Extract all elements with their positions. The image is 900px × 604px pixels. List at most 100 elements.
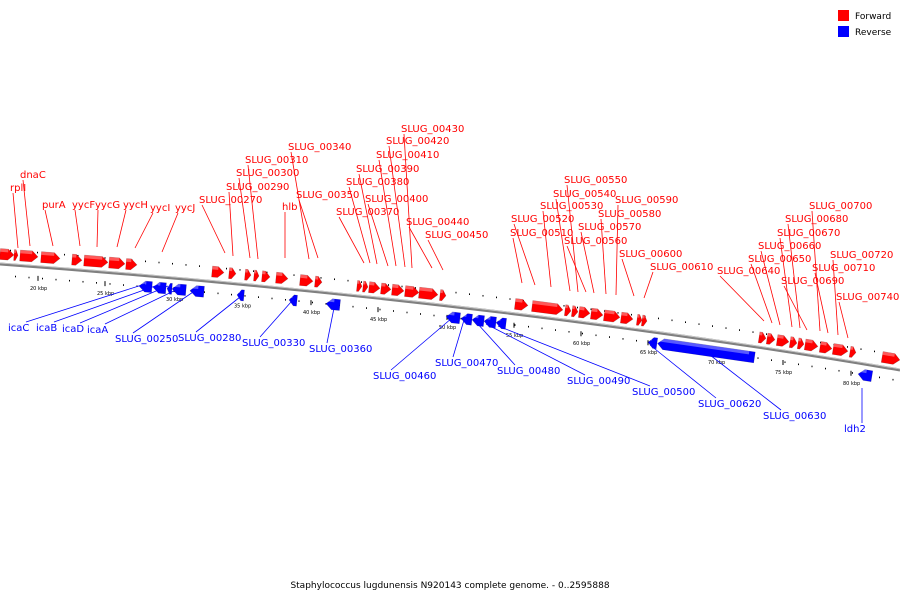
reverse-gene-arrow[interactable] [138,280,153,293]
reverse-gene-label[interactable]: SLUG_00500 [632,387,695,398]
forward-gene-arrow[interactable] [803,338,819,352]
forward-gene-label[interactable]: SLUG_00710 [812,263,875,274]
forward-gene-arrow[interactable] [757,331,767,344]
forward-gene-label[interactable]: SLUG_00450 [425,230,488,241]
reverse-gene-label[interactable]: icaC [8,323,29,334]
reverse-gene-arrow[interactable] [495,317,507,330]
forward-gene-arrow[interactable] [439,289,447,302]
forward-gene-label[interactable]: yycF [72,200,95,211]
reverse-gene-label[interactable]: SLUG_00250 [115,334,178,345]
forward-gene-label[interactable]: purA [42,200,66,211]
forward-gene-label[interactable]: SLUG_00700 [809,201,872,212]
forward-gene-arrow[interactable] [299,274,314,287]
reverse-gene-label[interactable]: ldh2 [844,424,866,435]
reverse-gene-label[interactable]: icaB [36,323,57,334]
reverse-gene-arrow[interactable] [857,368,874,382]
forward-gene-label[interactable]: SLUG_00420 [386,136,449,147]
forward-gene-label[interactable]: SLUG_00740 [836,292,899,303]
reverse-gene-arrow[interactable] [189,285,205,298]
forward-gene-label[interactable]: SLUG_00300 [236,168,299,179]
reverse-gene-label[interactable]: SLUG_00470 [435,358,498,369]
forward-gene-arrow[interactable] [362,280,369,293]
forward-gene-arrow[interactable] [640,314,648,327]
forward-gene-label[interactable]: SLUG_00400 [365,194,428,205]
forward-gene-label[interactable]: SLUG_00660 [758,241,821,252]
forward-gene-arrow[interactable] [0,248,15,261]
reverse-gene-arrow[interactable] [445,311,461,325]
forward-gene-arrow[interactable] [620,311,634,325]
forward-gene-arrow[interactable] [228,267,237,280]
forward-gene-label[interactable]: SLUG_00340 [288,142,351,153]
forward-gene-arrow[interactable] [108,256,126,270]
forward-gene-label[interactable]: SLUG_00510 [510,228,573,239]
forward-gene-arrow[interactable] [765,332,776,345]
forward-gene-label[interactable]: SLUG_00580 [598,209,661,220]
forward-gene-label[interactable]: SLUG_00640 [717,266,780,277]
forward-gene-label[interactable]: hlb [282,202,297,213]
forward-gene-arrow[interactable] [261,270,271,283]
forward-gene-label[interactable]: SLUG_00350 [296,190,359,201]
forward-gene-label[interactable]: SLUG_00720 [830,250,893,261]
forward-gene-arrow[interactable] [244,268,252,281]
forward-gene-arrow[interactable] [71,253,83,266]
forward-gene-label[interactable]: SLUG_00390 [356,164,419,175]
reverse-gene-label[interactable]: SLUG_00460 [373,371,436,382]
forward-gene-label[interactable]: SLUG_00550 [564,175,627,186]
reverse-gene-arrow[interactable] [657,337,756,364]
forward-gene-label[interactable]: SLUG_00610 [650,262,713,273]
forward-gene-arrow[interactable] [211,265,225,278]
forward-gene-label[interactable]: SLUG_00600 [619,249,682,260]
forward-gene-label[interactable]: rplI [10,183,26,194]
forward-gene-arrow[interactable] [514,298,529,311]
reverse-gene-arrow[interactable] [460,312,473,326]
forward-gene-label[interactable]: SLUG_00520 [511,214,574,225]
forward-gene-label[interactable]: SLUG_00680 [785,214,848,225]
reverse-gene-arrow[interactable] [171,283,187,296]
forward-gene-label[interactable]: SLUG_00270 [199,195,262,206]
forward-gene-label[interactable]: yycG [95,200,120,211]
forward-gene-label[interactable]: SLUG_00650 [748,254,811,265]
forward-gene-label[interactable]: dnaC [20,170,46,181]
forward-gene-arrow[interactable] [635,313,643,326]
reverse-gene-label[interactable]: icaA [87,325,108,336]
reverse-gene-label[interactable]: SLUG_00480 [497,366,560,377]
reverse-gene-arrow[interactable] [166,282,173,295]
forward-gene-arrow[interactable] [314,275,323,288]
forward-gene-arrow[interactable] [796,337,805,350]
forward-gene-label[interactable]: SLUG_00690 [781,276,844,287]
reverse-gene-arrow[interactable] [471,314,485,327]
forward-gene-label[interactable]: yycJ [175,203,195,214]
forward-gene-arrow[interactable] [788,336,798,349]
forward-gene-label[interactable]: SLUG_00410 [376,150,439,161]
forward-gene-arrow[interactable] [818,341,833,354]
forward-gene-label[interactable]: SLUG_00670 [777,228,840,239]
forward-gene-arrow[interactable] [40,251,61,264]
forward-gene-arrow[interactable] [848,345,857,358]
forward-gene-arrow[interactable] [275,271,289,284]
forward-gene-arrow[interactable] [19,249,39,263]
reverse-gene-label[interactable]: icaD [62,324,84,335]
forward-gene-arrow[interactable] [571,305,579,318]
reverse-gene-arrow[interactable] [325,298,341,311]
forward-gene-arrow[interactable] [531,300,564,316]
forward-gene-arrow[interactable] [603,309,621,323]
reverse-gene-label[interactable]: SLUG_00620 [698,399,761,410]
forward-gene-label[interactable]: SLUG_00570 [578,222,641,233]
forward-gene-arrow[interactable] [356,280,363,292]
forward-gene-arrow[interactable] [590,307,604,321]
forward-gene-label[interactable]: SLUG_00440 [406,217,469,228]
forward-gene-label[interactable]: SLUG_00530 [540,201,603,212]
forward-gene-arrow[interactable] [564,304,572,317]
forward-gene-arrow[interactable] [83,254,109,268]
forward-gene-arrow[interactable] [253,269,260,282]
forward-gene-label[interactable]: SLUG_00430 [401,124,464,135]
forward-gene-label[interactable]: SLUG_00590 [615,195,678,206]
forward-gene-label[interactable]: SLUG_00380 [346,177,409,188]
forward-gene-arrow[interactable] [831,343,849,357]
forward-gene-arrow[interactable] [368,281,381,294]
forward-gene-label[interactable]: SLUG_00540 [553,189,616,200]
forward-gene-arrow[interactable] [13,249,19,261]
forward-gene-label[interactable]: SLUG_00290 [226,182,289,193]
reverse-gene-label[interactable]: SLUG_00280 [178,333,241,344]
